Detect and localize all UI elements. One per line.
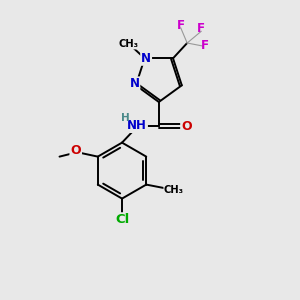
Text: O: O bbox=[70, 144, 81, 157]
Text: F: F bbox=[201, 40, 209, 52]
Text: Cl: Cl bbox=[115, 213, 129, 226]
Text: F: F bbox=[197, 22, 205, 35]
Text: N: N bbox=[141, 52, 151, 65]
Text: H: H bbox=[122, 113, 130, 123]
Text: NH: NH bbox=[127, 119, 147, 132]
Text: CH₃: CH₃ bbox=[164, 184, 184, 195]
Text: O: O bbox=[181, 120, 192, 133]
Text: N: N bbox=[129, 77, 140, 90]
Text: F: F bbox=[177, 19, 185, 32]
Text: CH₃: CH₃ bbox=[119, 39, 139, 49]
